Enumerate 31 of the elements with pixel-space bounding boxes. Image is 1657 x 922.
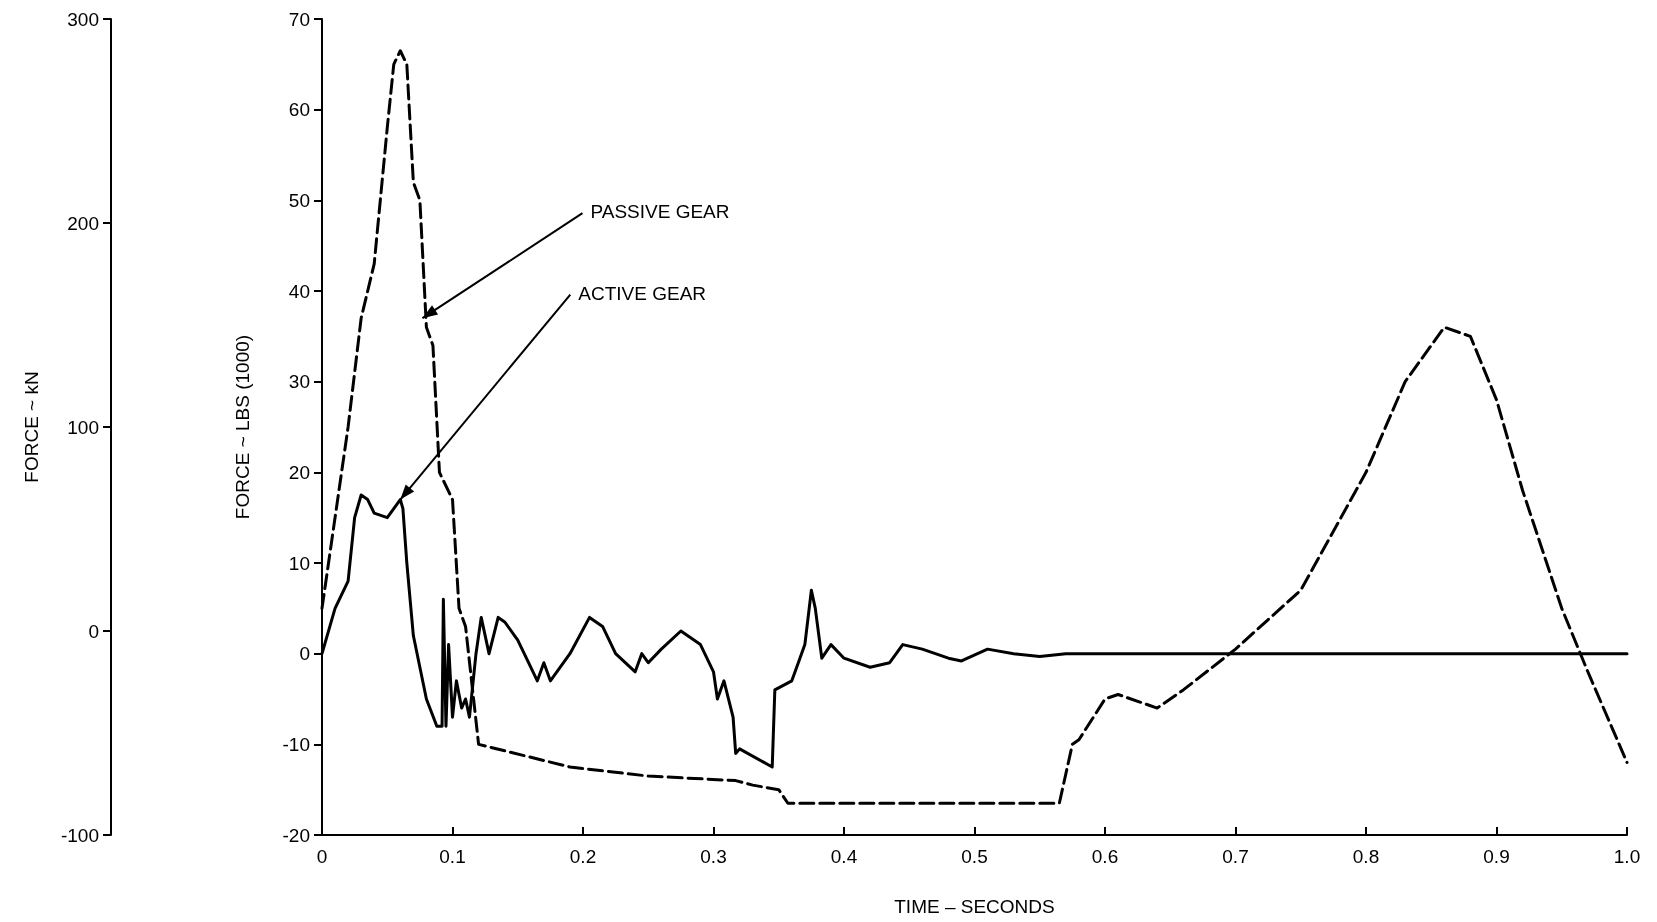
y2-tick-label: 100 <box>67 416 99 438</box>
y-tick-label: -20 <box>282 824 310 846</box>
y-tick-label: 10 <box>288 552 310 574</box>
y-tick-label: -10 <box>282 733 310 755</box>
x-tick-label: 0.1 <box>439 846 466 867</box>
x-tick-label: 0.4 <box>830 846 858 867</box>
y-tick-label: 30 <box>288 371 310 393</box>
x-axis-title: TIME – SECONDS <box>894 896 1055 917</box>
y2-tick-label: 0 <box>88 620 99 642</box>
y-tick-label: 20 <box>288 461 310 483</box>
x-tick-label: 0.5 <box>961 846 988 867</box>
y2-axis-title: FORCE ~ kN <box>21 371 42 483</box>
x-tick-label: 0 <box>316 846 328 867</box>
y-tick-label: 0 <box>299 643 310 665</box>
x-tick-label: 0.3 <box>700 846 727 867</box>
y-axis-title: FORCE ~ LBS (1000) <box>232 334 253 520</box>
x-tick-label: 0.9 <box>1483 846 1510 867</box>
x-tick-label: 1.0 <box>1613 846 1641 867</box>
x-tick-label: 0.7 <box>1222 846 1249 867</box>
y2-tick-label: 300 <box>67 8 99 30</box>
x-tick-label: 0.6 <box>1091 846 1119 867</box>
y-tick-label: 70 <box>288 8 310 30</box>
y2-tick-label: -100 <box>60 824 99 846</box>
y-tick-label: 60 <box>288 99 310 121</box>
y2-tick-label: 200 <box>67 212 99 234</box>
annotation: ACTIVE GEAR <box>578 282 707 304</box>
y-tick-label: 40 <box>288 280 310 302</box>
annotation: PASSIVE GEAR <box>590 201 730 223</box>
y-tick-label: 50 <box>288 189 310 211</box>
x-tick-label: 0.2 <box>569 846 597 867</box>
x-tick-label: 0.8 <box>1352 846 1380 867</box>
